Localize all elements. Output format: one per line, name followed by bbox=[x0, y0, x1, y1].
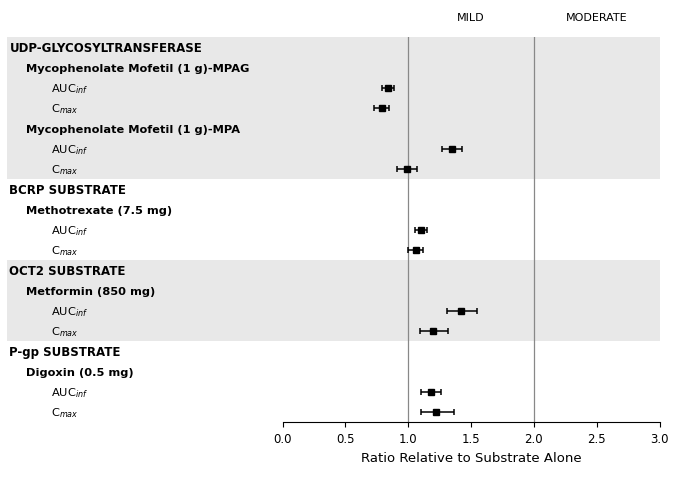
Text: C$_{max}$: C$_{max}$ bbox=[51, 244, 78, 257]
Bar bbox=[283, 59, 660, 79]
Bar bbox=[283, 160, 660, 180]
Bar bbox=[283, 281, 660, 301]
Text: Mycophenolate Mofetil (1 g)-MPAG: Mycophenolate Mofetil (1 g)-MPAG bbox=[26, 64, 250, 74]
Bar bbox=[7, 79, 283, 99]
Text: Digoxin (0.5 mg): Digoxin (0.5 mg) bbox=[26, 367, 134, 377]
Bar bbox=[7, 38, 283, 59]
Text: Mycophenolate Mofetil (1 g)-MPA: Mycophenolate Mofetil (1 g)-MPA bbox=[26, 124, 240, 134]
Bar bbox=[283, 79, 660, 99]
Text: AUC$_{inf}$: AUC$_{inf}$ bbox=[51, 143, 88, 156]
Bar bbox=[7, 321, 283, 342]
Bar bbox=[283, 99, 660, 119]
Text: C$_{max}$: C$_{max}$ bbox=[51, 102, 78, 116]
Text: BCRP SUBSTRATE: BCRP SUBSTRATE bbox=[9, 183, 127, 196]
Bar bbox=[7, 99, 283, 119]
Text: AUC$_{inf}$: AUC$_{inf}$ bbox=[51, 82, 88, 96]
Text: Metformin (850 mg): Metformin (850 mg) bbox=[26, 286, 155, 296]
Bar bbox=[283, 321, 660, 342]
Bar bbox=[7, 160, 283, 180]
Bar bbox=[283, 38, 660, 59]
Text: C$_{max}$: C$_{max}$ bbox=[51, 324, 78, 338]
Bar bbox=[7, 59, 283, 79]
Bar bbox=[7, 301, 283, 321]
Text: MILD: MILD bbox=[457, 13, 485, 23]
Bar bbox=[7, 119, 283, 140]
Text: C$_{max}$: C$_{max}$ bbox=[51, 406, 78, 419]
Bar bbox=[7, 261, 283, 281]
Bar bbox=[283, 261, 660, 281]
Text: AUC$_{inf}$: AUC$_{inf}$ bbox=[51, 385, 88, 399]
Bar bbox=[283, 119, 660, 140]
Text: P-gp SUBSTRATE: P-gp SUBSTRATE bbox=[9, 345, 121, 358]
Bar bbox=[7, 140, 283, 160]
Text: AUC$_{inf}$: AUC$_{inf}$ bbox=[51, 224, 88, 237]
Text: C$_{max}$: C$_{max}$ bbox=[51, 163, 78, 177]
Text: OCT2 SUBSTRATE: OCT2 SUBSTRATE bbox=[9, 264, 126, 277]
Bar bbox=[283, 140, 660, 160]
Text: UDP-GLYCOSYLTRANSFERASE: UDP-GLYCOSYLTRANSFERASE bbox=[9, 42, 203, 55]
Bar bbox=[7, 281, 283, 301]
Text: AUC$_{inf}$: AUC$_{inf}$ bbox=[51, 304, 88, 318]
Bar bbox=[283, 301, 660, 321]
X-axis label: Ratio Relative to Substrate Alone: Ratio Relative to Substrate Alone bbox=[361, 451, 581, 464]
Text: Methotrexate (7.5 mg): Methotrexate (7.5 mg) bbox=[26, 205, 172, 215]
Text: MODERATE: MODERATE bbox=[566, 13, 627, 23]
